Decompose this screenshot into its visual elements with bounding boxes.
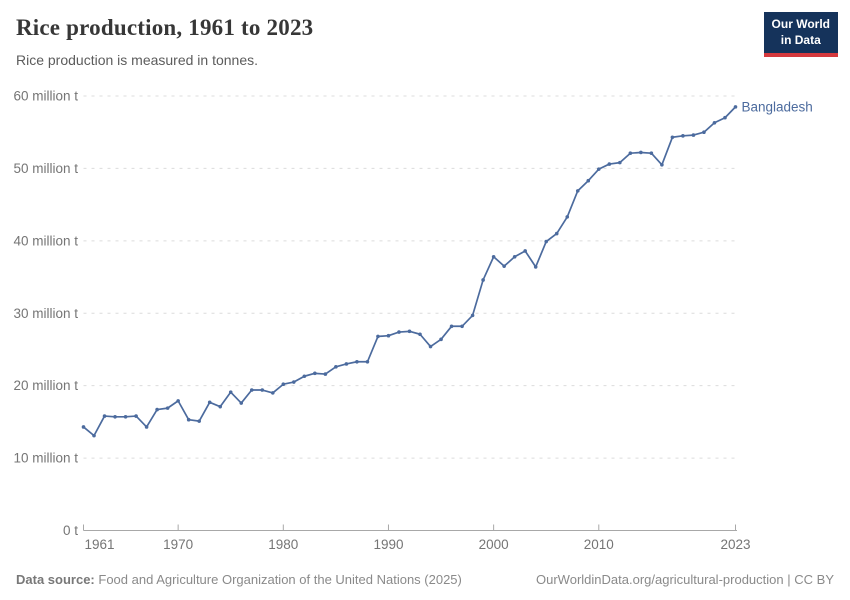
data-point [702, 130, 706, 135]
x-axis-label: 2000 [479, 537, 509, 552]
data-point [281, 382, 286, 387]
data-point [155, 407, 159, 412]
data-point [449, 324, 454, 329]
data-point [628, 151, 633, 156]
owid-url: OurWorldinData.org/agricultural-producti… [536, 572, 784, 587]
data-point [134, 414, 138, 418]
data-point [397, 330, 401, 334]
data-point [618, 160, 622, 165]
data-point [355, 359, 359, 364]
y-axis-label: 50 million t [13, 161, 78, 176]
data-point [228, 390, 233, 394]
data-point [439, 337, 443, 342]
data-point [144, 425, 149, 429]
data-point [186, 417, 191, 422]
data-source-label: Data source: [16, 572, 95, 587]
data-point [649, 151, 654, 156]
data-point [470, 313, 475, 318]
data-point [239, 401, 244, 405]
data-point [512, 254, 517, 259]
data-point [81, 425, 86, 429]
data-point [113, 415, 117, 419]
y-axis-label: 10 million t [13, 451, 78, 466]
data-point [218, 404, 223, 409]
data-point [334, 365, 338, 369]
data-point [292, 380, 296, 384]
x-axis-label: 1970 [163, 537, 193, 552]
data-point [460, 324, 464, 329]
data-point [386, 333, 391, 338]
footer-credit: OurWorldinData.org/agricultural-producti… [536, 572, 834, 587]
data-point [565, 215, 570, 219]
data-point [302, 374, 307, 379]
data-point [344, 362, 349, 366]
logo-line1: Our World [771, 17, 830, 31]
y-axis-label: 0 t [63, 523, 78, 538]
data-source: Data source: Food and Agriculture Organi… [16, 572, 462, 587]
data-point [491, 254, 496, 259]
data-point [660, 162, 664, 167]
data-point [502, 264, 506, 268]
data-point [270, 391, 275, 395]
license-label: CC BY [794, 572, 834, 587]
data-point [607, 162, 612, 166]
data-point [323, 372, 328, 376]
data-source-text: Food and Agriculture Organization of the… [98, 572, 462, 587]
x-axis-label: 2023 [720, 537, 750, 552]
page-title: Rice production, 1961 to 2023 [16, 15, 314, 40]
owid-logo: Our World in Data [763, 12, 838, 58]
x-axis-label: 1961 [85, 537, 115, 552]
x-axis-label: 2010 [584, 537, 614, 552]
chart-footer: Data source: Food and Agriculture Organi… [16, 572, 834, 587]
data-point [428, 344, 433, 349]
data-point [481, 278, 485, 282]
data-point [92, 433, 96, 438]
data-point [523, 249, 527, 253]
data-point [575, 189, 580, 193]
data-point [723, 115, 727, 120]
data-point [681, 134, 685, 138]
data-point [207, 400, 212, 405]
data-point [712, 120, 717, 125]
y-axis-label: 60 million t [13, 89, 78, 104]
y-axis-label: 30 million t [13, 306, 78, 321]
data-point [544, 239, 549, 244]
data-point [596, 167, 601, 171]
data-point [165, 406, 170, 410]
data-point [418, 332, 422, 337]
data-point [260, 388, 265, 392]
data-point [407, 329, 412, 334]
data-point [376, 334, 380, 339]
logo-line2: in Data [780, 32, 821, 47]
data-point [176, 399, 180, 403]
data-point [586, 178, 591, 183]
footer-divider: | [787, 572, 791, 587]
x-axis-label: 1980 [268, 537, 298, 552]
data-point [639, 150, 643, 155]
data-point [533, 265, 538, 269]
data-point [102, 414, 107, 418]
chart-subtitle: Rice production is measured in tonnes. [16, 52, 259, 68]
data-point [123, 415, 128, 419]
series-label-bangladesh: Bangladesh [742, 99, 813, 114]
data-point [670, 135, 675, 140]
x-axis-label: 1990 [373, 537, 403, 552]
y-axis-label: 40 million t [13, 233, 78, 248]
data-point [365, 359, 370, 364]
data-point [249, 388, 254, 392]
data-point [733, 105, 738, 109]
data-line-bangladesh [82, 106, 737, 437]
data-point [197, 419, 201, 423]
y-axis-label: 20 million t [13, 378, 78, 393]
data-point [313, 371, 317, 376]
data-point [691, 133, 696, 137]
data-point [554, 231, 559, 236]
